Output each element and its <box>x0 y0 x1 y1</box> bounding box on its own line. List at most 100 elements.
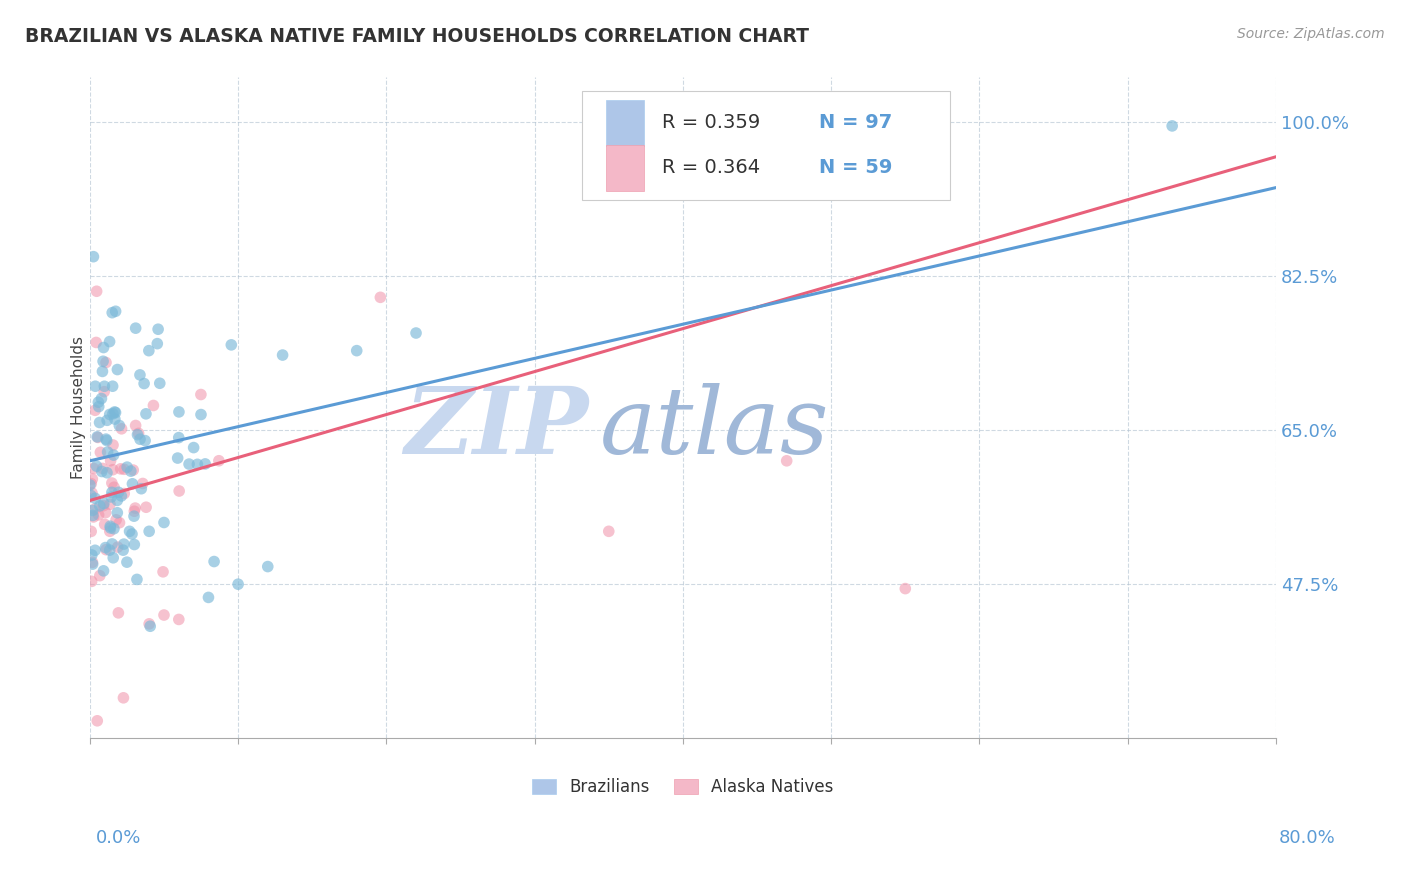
Point <box>101 379 124 393</box>
Point <box>82 472 104 486</box>
Point <box>87 395 110 409</box>
Point <box>135 407 157 421</box>
Point <box>93 499 115 513</box>
Text: R = 0.364: R = 0.364 <box>662 158 759 178</box>
Point <box>152 565 174 579</box>
Point <box>112 462 135 476</box>
Point <box>103 405 125 419</box>
Point <box>124 418 146 433</box>
Point <box>93 517 115 532</box>
Point <box>405 326 427 340</box>
Point <box>93 497 115 511</box>
Point <box>1161 119 1184 133</box>
Point <box>91 354 114 368</box>
Text: 0.0%: 0.0% <box>96 829 141 847</box>
Point <box>94 355 117 369</box>
Point <box>96 466 118 480</box>
Point <box>166 451 188 466</box>
Point <box>146 322 169 336</box>
Point <box>87 400 110 414</box>
Point <box>90 465 112 479</box>
Point <box>80 488 103 502</box>
Point <box>82 510 104 524</box>
Point <box>89 568 111 582</box>
Point <box>87 508 110 522</box>
Point <box>346 343 368 358</box>
Point <box>93 341 115 355</box>
Point <box>104 412 127 426</box>
Point <box>129 432 152 446</box>
Point <box>101 485 124 500</box>
Point <box>90 392 112 406</box>
Point <box>82 250 104 264</box>
Point <box>132 476 155 491</box>
Point <box>103 480 125 494</box>
Point <box>84 502 107 516</box>
FancyBboxPatch shape <box>606 100 644 145</box>
Point <box>167 431 190 445</box>
Point <box>129 482 152 496</box>
Point <box>110 462 132 476</box>
Point <box>134 434 156 448</box>
Point <box>370 290 392 304</box>
Point <box>129 368 152 382</box>
Point <box>84 403 107 417</box>
Point <box>122 463 145 477</box>
Point <box>226 577 249 591</box>
Point <box>80 476 103 491</box>
Point <box>82 555 104 569</box>
Point <box>98 408 121 422</box>
Text: N = 97: N = 97 <box>820 113 893 132</box>
Point <box>94 541 117 555</box>
Point <box>167 483 190 498</box>
Point <box>112 486 135 500</box>
Point <box>256 559 278 574</box>
Point <box>80 486 103 500</box>
Point <box>153 608 176 623</box>
Point <box>84 543 107 558</box>
Point <box>138 524 160 539</box>
Point <box>107 540 129 554</box>
Point <box>101 306 124 320</box>
Point <box>89 416 111 430</box>
Point <box>100 490 122 504</box>
Point <box>86 459 108 474</box>
Point <box>94 432 117 446</box>
Point <box>177 457 200 471</box>
Point <box>87 430 110 444</box>
Point <box>84 491 107 506</box>
Point <box>107 485 129 500</box>
Point <box>104 405 127 419</box>
Point <box>146 336 169 351</box>
Point <box>101 537 124 551</box>
Point <box>100 453 122 467</box>
Point <box>118 524 141 539</box>
Point <box>93 564 115 578</box>
Text: Source: ZipAtlas.com: Source: ZipAtlas.com <box>1237 27 1385 41</box>
Point <box>167 405 190 419</box>
Point <box>79 478 101 492</box>
Point <box>124 504 146 518</box>
Point <box>110 489 132 503</box>
Point <box>98 334 121 349</box>
Point <box>128 426 150 441</box>
Point <box>776 454 799 468</box>
Point <box>80 548 103 562</box>
Point <box>112 537 135 551</box>
Point <box>135 500 157 515</box>
Text: ZIP: ZIP <box>404 383 588 473</box>
Text: BRAZILIAN VS ALASKA NATIVE FAMILY HOUSEHOLDS CORRELATION CHART: BRAZILIAN VS ALASKA NATIVE FAMILY HOUSEH… <box>25 27 810 45</box>
Point <box>112 690 135 705</box>
Point <box>124 501 146 516</box>
Text: atlas: atlas <box>600 383 830 473</box>
Legend: Brazilians, Alaska Natives: Brazilians, Alaska Natives <box>526 772 841 803</box>
Point <box>83 461 105 475</box>
Point <box>103 522 125 536</box>
Point <box>100 521 122 535</box>
Point <box>89 499 111 513</box>
Point <box>167 612 190 626</box>
Point <box>82 503 104 517</box>
Point <box>138 343 160 358</box>
Point <box>183 441 205 455</box>
Point <box>108 418 131 433</box>
